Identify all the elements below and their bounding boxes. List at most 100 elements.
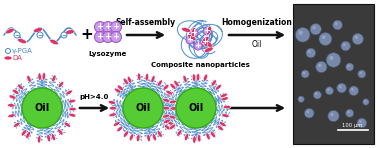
Circle shape (347, 111, 350, 113)
Circle shape (359, 72, 362, 74)
Ellipse shape (197, 134, 201, 142)
Ellipse shape (26, 132, 31, 139)
Circle shape (201, 38, 209, 46)
Ellipse shape (163, 114, 170, 118)
Circle shape (110, 32, 121, 42)
Ellipse shape (27, 75, 31, 82)
Ellipse shape (170, 107, 178, 110)
Ellipse shape (211, 80, 217, 86)
Ellipse shape (206, 26, 211, 35)
Text: +: + (113, 22, 119, 31)
Ellipse shape (64, 122, 71, 127)
Ellipse shape (145, 73, 149, 81)
Text: +: + (96, 32, 104, 41)
Circle shape (315, 93, 317, 95)
Ellipse shape (157, 80, 163, 86)
Ellipse shape (223, 105, 231, 109)
Circle shape (341, 41, 350, 51)
Ellipse shape (12, 89, 19, 94)
Circle shape (364, 100, 366, 102)
Ellipse shape (215, 84, 222, 90)
Ellipse shape (127, 76, 132, 83)
Text: Self-assembly: Self-assembly (116, 18, 176, 27)
Ellipse shape (115, 88, 121, 93)
Circle shape (316, 61, 327, 73)
Text: +: + (203, 26, 211, 35)
Circle shape (322, 35, 325, 39)
Circle shape (325, 87, 333, 95)
Circle shape (335, 22, 338, 25)
Circle shape (313, 91, 321, 99)
Circle shape (190, 29, 198, 37)
Ellipse shape (163, 98, 170, 102)
Ellipse shape (136, 134, 140, 142)
Ellipse shape (113, 122, 120, 126)
Text: Oil: Oil (188, 103, 204, 113)
Circle shape (301, 70, 309, 78)
Ellipse shape (220, 93, 228, 98)
Text: Homogenization: Homogenization (222, 18, 293, 27)
Ellipse shape (174, 81, 179, 87)
Circle shape (343, 43, 345, 46)
Ellipse shape (169, 100, 177, 104)
Ellipse shape (222, 114, 229, 117)
Circle shape (299, 97, 301, 99)
Circle shape (345, 63, 354, 71)
Ellipse shape (4, 56, 12, 60)
Ellipse shape (9, 95, 16, 99)
Ellipse shape (206, 133, 210, 140)
Ellipse shape (17, 84, 23, 90)
Text: Composite nanoparticles: Composite nanoparticles (150, 62, 249, 68)
Ellipse shape (187, 34, 196, 40)
Text: Oil: Oil (34, 103, 50, 113)
Ellipse shape (50, 39, 58, 45)
Circle shape (355, 36, 358, 39)
Ellipse shape (6, 28, 14, 34)
Text: Lysozyme: Lysozyme (89, 51, 127, 57)
Circle shape (304, 108, 314, 118)
Ellipse shape (193, 136, 196, 143)
Circle shape (319, 33, 332, 45)
Ellipse shape (201, 36, 209, 44)
Circle shape (339, 85, 342, 88)
Text: +: + (96, 22, 104, 31)
Ellipse shape (123, 131, 129, 137)
Circle shape (333, 20, 342, 30)
Ellipse shape (181, 28, 191, 32)
Circle shape (176, 88, 216, 128)
Circle shape (299, 31, 303, 35)
Ellipse shape (123, 78, 128, 85)
Text: −: − (14, 32, 20, 37)
Circle shape (310, 24, 321, 35)
Ellipse shape (108, 101, 116, 104)
Text: Oil: Oil (135, 103, 150, 113)
Circle shape (363, 99, 369, 105)
Ellipse shape (221, 97, 228, 101)
Ellipse shape (207, 41, 213, 50)
Circle shape (298, 96, 304, 102)
Circle shape (102, 21, 113, 33)
Ellipse shape (129, 134, 133, 141)
Circle shape (14, 32, 20, 38)
Ellipse shape (57, 129, 63, 135)
Circle shape (307, 110, 309, 113)
Circle shape (345, 109, 354, 117)
Circle shape (318, 64, 321, 67)
Ellipse shape (170, 83, 176, 89)
Ellipse shape (51, 133, 55, 141)
Text: +: + (195, 41, 201, 50)
Circle shape (308, 50, 311, 53)
Circle shape (110, 21, 121, 33)
Ellipse shape (157, 131, 162, 137)
Text: γ-PGA: γ-PGA (12, 48, 33, 54)
Circle shape (357, 118, 367, 128)
Ellipse shape (219, 122, 226, 127)
Ellipse shape (69, 107, 76, 111)
Ellipse shape (162, 107, 170, 110)
Circle shape (358, 70, 366, 78)
Circle shape (22, 88, 62, 128)
Circle shape (347, 65, 350, 67)
Circle shape (296, 28, 310, 42)
Text: +: + (81, 26, 93, 41)
Ellipse shape (37, 136, 41, 143)
